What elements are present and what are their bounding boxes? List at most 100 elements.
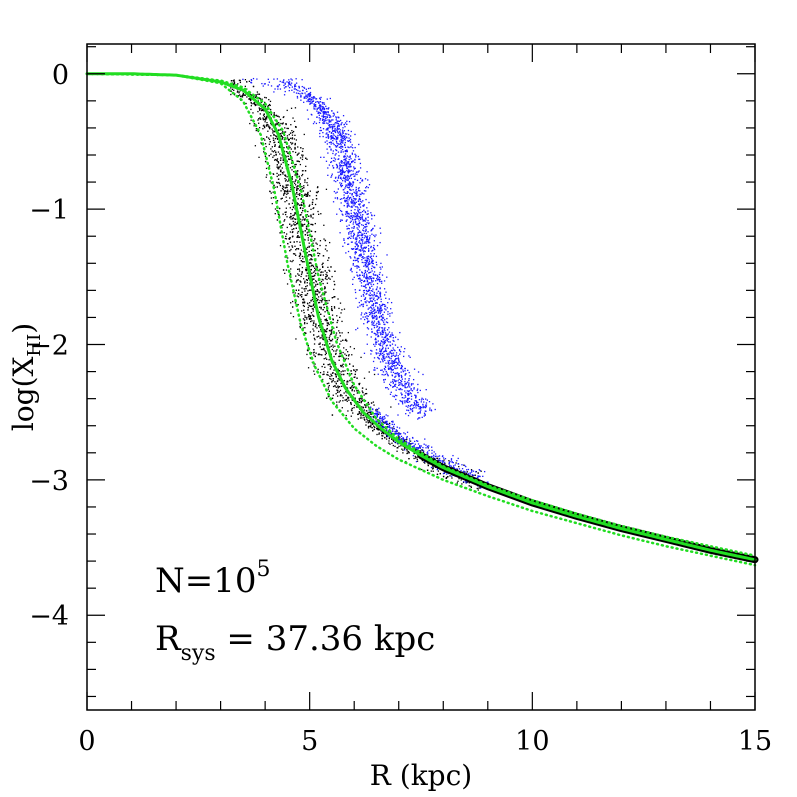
blue-point bbox=[379, 315, 381, 318]
black-point bbox=[305, 285, 307, 288]
blue-point bbox=[389, 341, 391, 343]
blue-point bbox=[342, 115, 345, 117]
blue-point bbox=[411, 446, 413, 448]
black-point bbox=[267, 104, 270, 107]
black-point bbox=[253, 102, 255, 104]
black-point bbox=[351, 381, 353, 383]
black-point bbox=[323, 238, 325, 240]
black-point bbox=[343, 373, 345, 376]
black-point bbox=[333, 288, 335, 291]
black-point bbox=[312, 265, 315, 268]
blue-point bbox=[326, 143, 328, 145]
black-point bbox=[303, 194, 306, 196]
blue-point bbox=[430, 410, 433, 412]
blue-point bbox=[410, 409, 412, 411]
blue-point bbox=[440, 460, 442, 462]
black-point bbox=[313, 306, 316, 308]
blue-point bbox=[393, 361, 395, 364]
black-point bbox=[323, 288, 326, 290]
black-point bbox=[312, 324, 314, 326]
blue-point bbox=[348, 170, 350, 172]
blue-point bbox=[353, 167, 356, 170]
black-point bbox=[325, 336, 328, 339]
blue-point bbox=[358, 170, 360, 172]
black-point bbox=[328, 395, 330, 397]
blue-point bbox=[404, 385, 406, 387]
black-point bbox=[291, 137, 294, 139]
black-point bbox=[328, 241, 331, 244]
blue-point bbox=[376, 326, 378, 328]
blue-point bbox=[336, 138, 339, 140]
blue-point bbox=[419, 389, 421, 392]
blue-point bbox=[323, 122, 326, 124]
blue-point bbox=[337, 171, 339, 173]
blue-point bbox=[341, 148, 344, 151]
black-point bbox=[286, 186, 288, 189]
black-point bbox=[290, 141, 292, 144]
blue-point bbox=[412, 442, 414, 444]
blue-point bbox=[365, 261, 367, 264]
blue-point bbox=[354, 212, 356, 215]
black-point bbox=[300, 198, 302, 201]
black-point bbox=[294, 211, 296, 214]
blue-point bbox=[377, 296, 380, 298]
black-point bbox=[359, 397, 361, 400]
black-point bbox=[322, 378, 324, 381]
blue-point bbox=[392, 365, 395, 367]
blue-point bbox=[361, 215, 363, 217]
black-point bbox=[297, 235, 299, 237]
blue-point bbox=[403, 351, 405, 353]
blue-point bbox=[384, 341, 386, 344]
black-point bbox=[308, 277, 310, 279]
black-point bbox=[324, 248, 327, 250]
blue-point bbox=[388, 341, 390, 343]
blue-point bbox=[419, 446, 421, 448]
black-point bbox=[318, 335, 320, 337]
blue-point bbox=[387, 347, 389, 349]
blue-point bbox=[369, 237, 371, 239]
blue-point bbox=[353, 227, 355, 229]
blue-point bbox=[416, 401, 418, 403]
blue-point bbox=[334, 160, 336, 162]
blue-point bbox=[351, 193, 353, 195]
black-point bbox=[301, 174, 303, 177]
black-point bbox=[316, 288, 319, 291]
black-point bbox=[310, 230, 313, 232]
black-point bbox=[283, 147, 285, 149]
blue-point bbox=[420, 406, 423, 409]
blue-point bbox=[353, 233, 356, 236]
blue-point bbox=[395, 364, 397, 367]
black-point bbox=[283, 186, 285, 188]
black-point bbox=[330, 309, 333, 311]
black-point bbox=[280, 169, 282, 171]
blue-point bbox=[318, 102, 320, 104]
blue-point bbox=[370, 353, 372, 355]
black-point bbox=[370, 424, 372, 426]
black-point bbox=[303, 301, 306, 303]
blue-point bbox=[375, 353, 378, 355]
black-point bbox=[318, 325, 320, 327]
black-point bbox=[325, 318, 328, 320]
blue-point bbox=[350, 248, 353, 250]
blue-point bbox=[379, 353, 381, 355]
black-point bbox=[307, 349, 309, 352]
blue-point bbox=[370, 307, 373, 309]
black-point bbox=[302, 207, 304, 209]
blue-point bbox=[344, 181, 347, 183]
blue-point bbox=[278, 84, 281, 86]
black-point bbox=[301, 212, 303, 214]
black-point bbox=[291, 224, 293, 226]
blue-point bbox=[323, 102, 325, 104]
blue-point bbox=[352, 203, 354, 205]
blue-point bbox=[318, 114, 320, 116]
blue-point bbox=[346, 150, 348, 153]
blue-point bbox=[332, 115, 334, 117]
blue-point bbox=[331, 136, 333, 138]
blue-point bbox=[340, 165, 342, 167]
black-point bbox=[261, 109, 264, 111]
blue-point bbox=[344, 139, 346, 141]
blue-point bbox=[395, 373, 397, 375]
blue-point bbox=[354, 153, 356, 155]
black-point bbox=[280, 163, 282, 165]
blue-point bbox=[353, 256, 356, 258]
